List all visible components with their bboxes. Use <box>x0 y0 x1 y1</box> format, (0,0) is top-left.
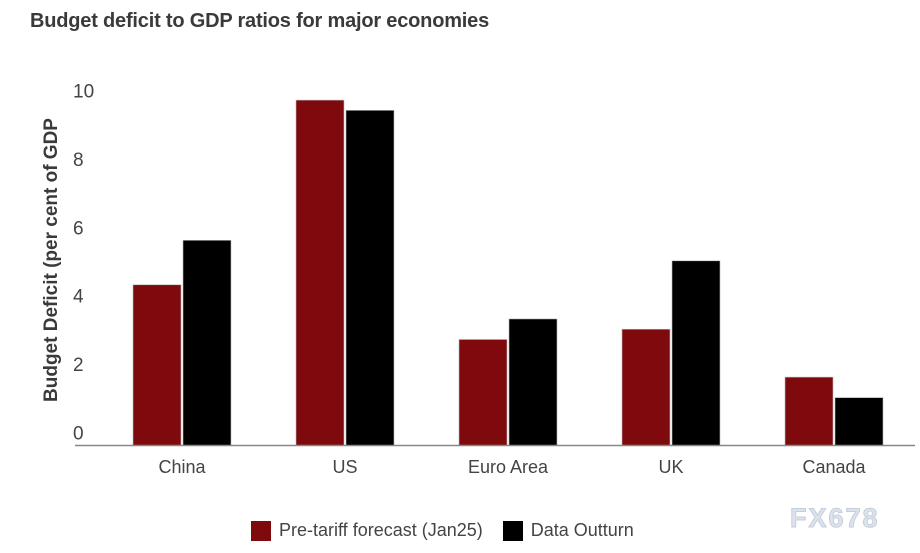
y-tick-label: 6 <box>73 218 84 239</box>
bar-canada-outturn <box>834 397 884 446</box>
x-tick-label: China <box>158 457 206 477</box>
y-axis-label: Budget Deficit (per cent of GDP <box>41 118 62 402</box>
legend-swatch-outturn <box>502 520 523 541</box>
legend-label-forecast: Pre-tariff forecast (Jan25) <box>279 520 483 540</box>
bar-uk-forecast <box>621 328 671 446</box>
legend-swatch-forecast <box>251 520 271 541</box>
legend-label-outturn: Data Outturn <box>530 520 634 540</box>
bar-china-forecast <box>132 284 182 446</box>
bar-canada-forecast <box>784 376 834 446</box>
y-tick-label: 4 <box>73 287 84 308</box>
bar-china-outturn <box>182 240 232 446</box>
x-tick-label: UK <box>658 457 683 477</box>
bar-us-outturn <box>345 110 395 446</box>
y-tick-label: 10 <box>73 82 94 103</box>
x-tick-label: Canada <box>802 457 866 477</box>
y-tick-label: 2 <box>73 355 84 376</box>
bar-us-forecast <box>295 99 345 446</box>
y-tick-label: 8 <box>73 150 84 171</box>
bar-uk-outturn <box>671 260 721 446</box>
legend-item-forecast: Pre-tariff forecast (Jan25) <box>251 520 483 541</box>
bar-euro-area-forecast <box>458 339 508 446</box>
x-tick-label: US <box>332 457 357 477</box>
legend-item-outturn: Data Outturn <box>502 520 634 541</box>
y-tick-label: 0 <box>73 424 84 445</box>
chart-title: Budget deficit to GDP ratios for major e… <box>30 10 489 32</box>
x-tick-label: Euro Area <box>468 457 549 477</box>
bar-euro-area-outturn <box>508 318 558 446</box>
legend: Pre-tariff forecast (Jan25) Data Outturn <box>251 520 654 541</box>
watermark-logo: FX678 <box>790 503 880 534</box>
